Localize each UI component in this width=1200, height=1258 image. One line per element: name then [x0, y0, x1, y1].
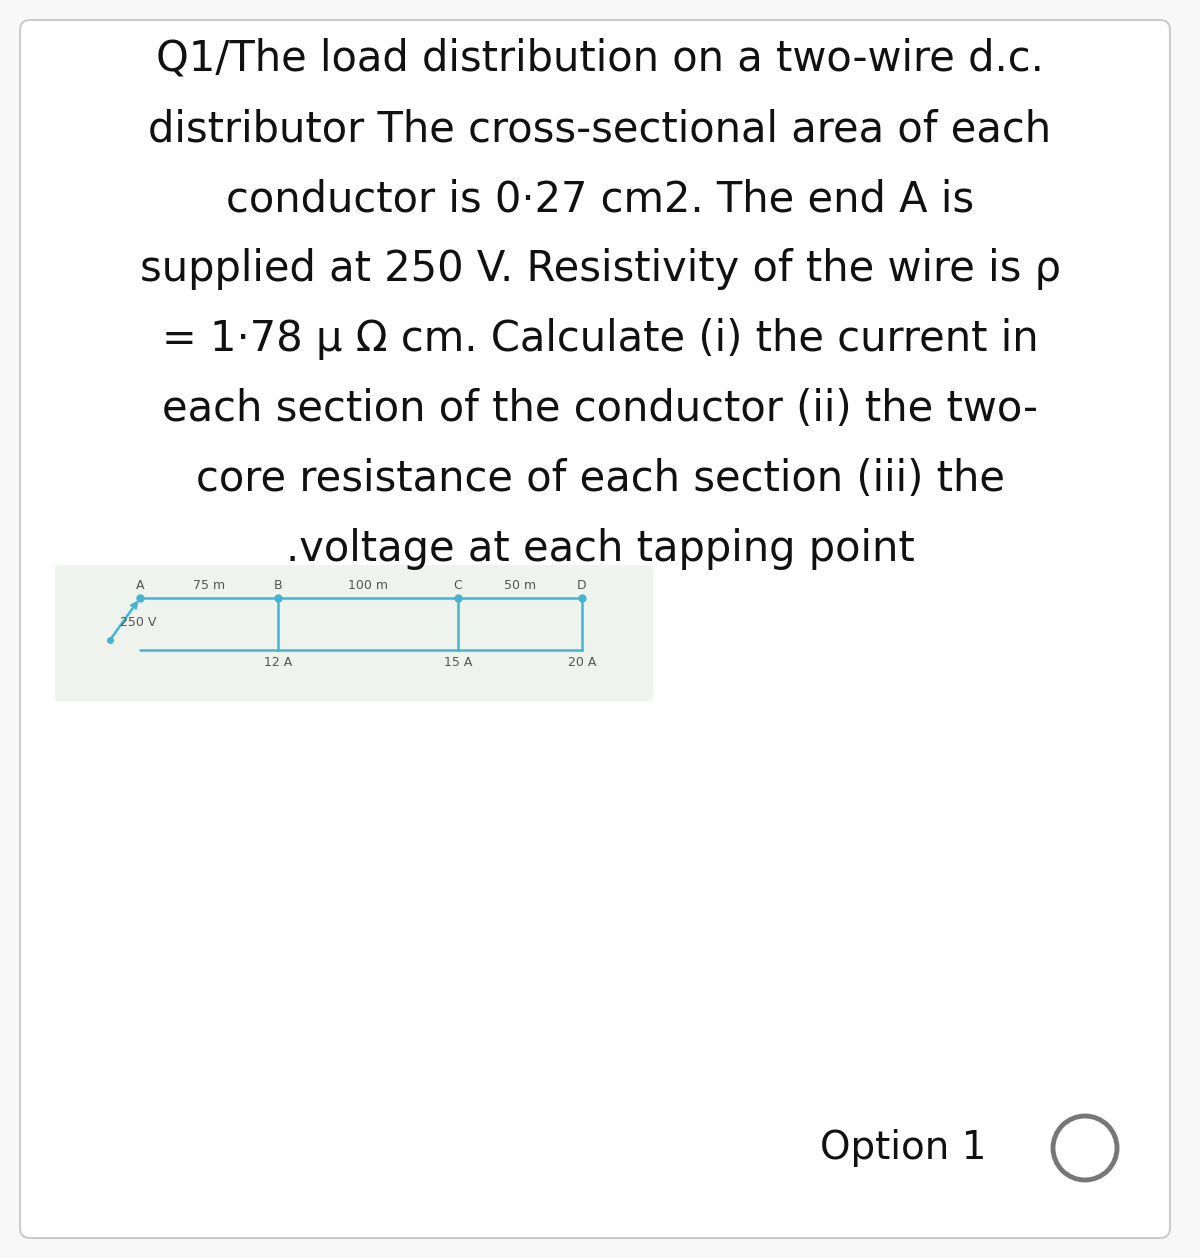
- Text: supplied at 250 V. Resistivity of the wire is ρ: supplied at 250 V. Resistivity of the wi…: [139, 248, 1061, 291]
- FancyBboxPatch shape: [20, 20, 1170, 1238]
- Text: C: C: [454, 579, 462, 593]
- Text: distributor The cross-sectional area of each: distributor The cross-sectional area of …: [149, 108, 1051, 150]
- Text: .voltage at each tapping point: .voltage at each tapping point: [286, 528, 914, 570]
- Text: 100 m: 100 m: [348, 579, 388, 593]
- Text: B: B: [274, 579, 282, 593]
- Text: 15 A: 15 A: [444, 655, 472, 669]
- FancyBboxPatch shape: [55, 565, 653, 701]
- Text: 50 m: 50 m: [504, 579, 536, 593]
- Text: A: A: [136, 579, 144, 593]
- Text: conductor is 0·27 cm2. The end A is: conductor is 0·27 cm2. The end A is: [226, 177, 974, 220]
- Text: 250 V: 250 V: [120, 616, 156, 629]
- Text: Option 1: Option 1: [820, 1128, 986, 1167]
- Text: each section of the conductor (ii) the two-: each section of the conductor (ii) the t…: [162, 387, 1038, 430]
- Text: core resistance of each section (iii) the: core resistance of each section (iii) th…: [196, 458, 1004, 499]
- Text: 12 A: 12 A: [264, 655, 292, 669]
- Text: Q1/The load distribution on a two-wire d.c.: Q1/The load distribution on a two-wire d…: [156, 38, 1044, 81]
- Text: = 1·78 μ Ω cm. Calculate (i) the current in: = 1·78 μ Ω cm. Calculate (i) the current…: [162, 318, 1038, 360]
- Text: 75 m: 75 m: [193, 579, 226, 593]
- Text: 20 A: 20 A: [568, 655, 596, 669]
- Text: D: D: [577, 579, 587, 593]
